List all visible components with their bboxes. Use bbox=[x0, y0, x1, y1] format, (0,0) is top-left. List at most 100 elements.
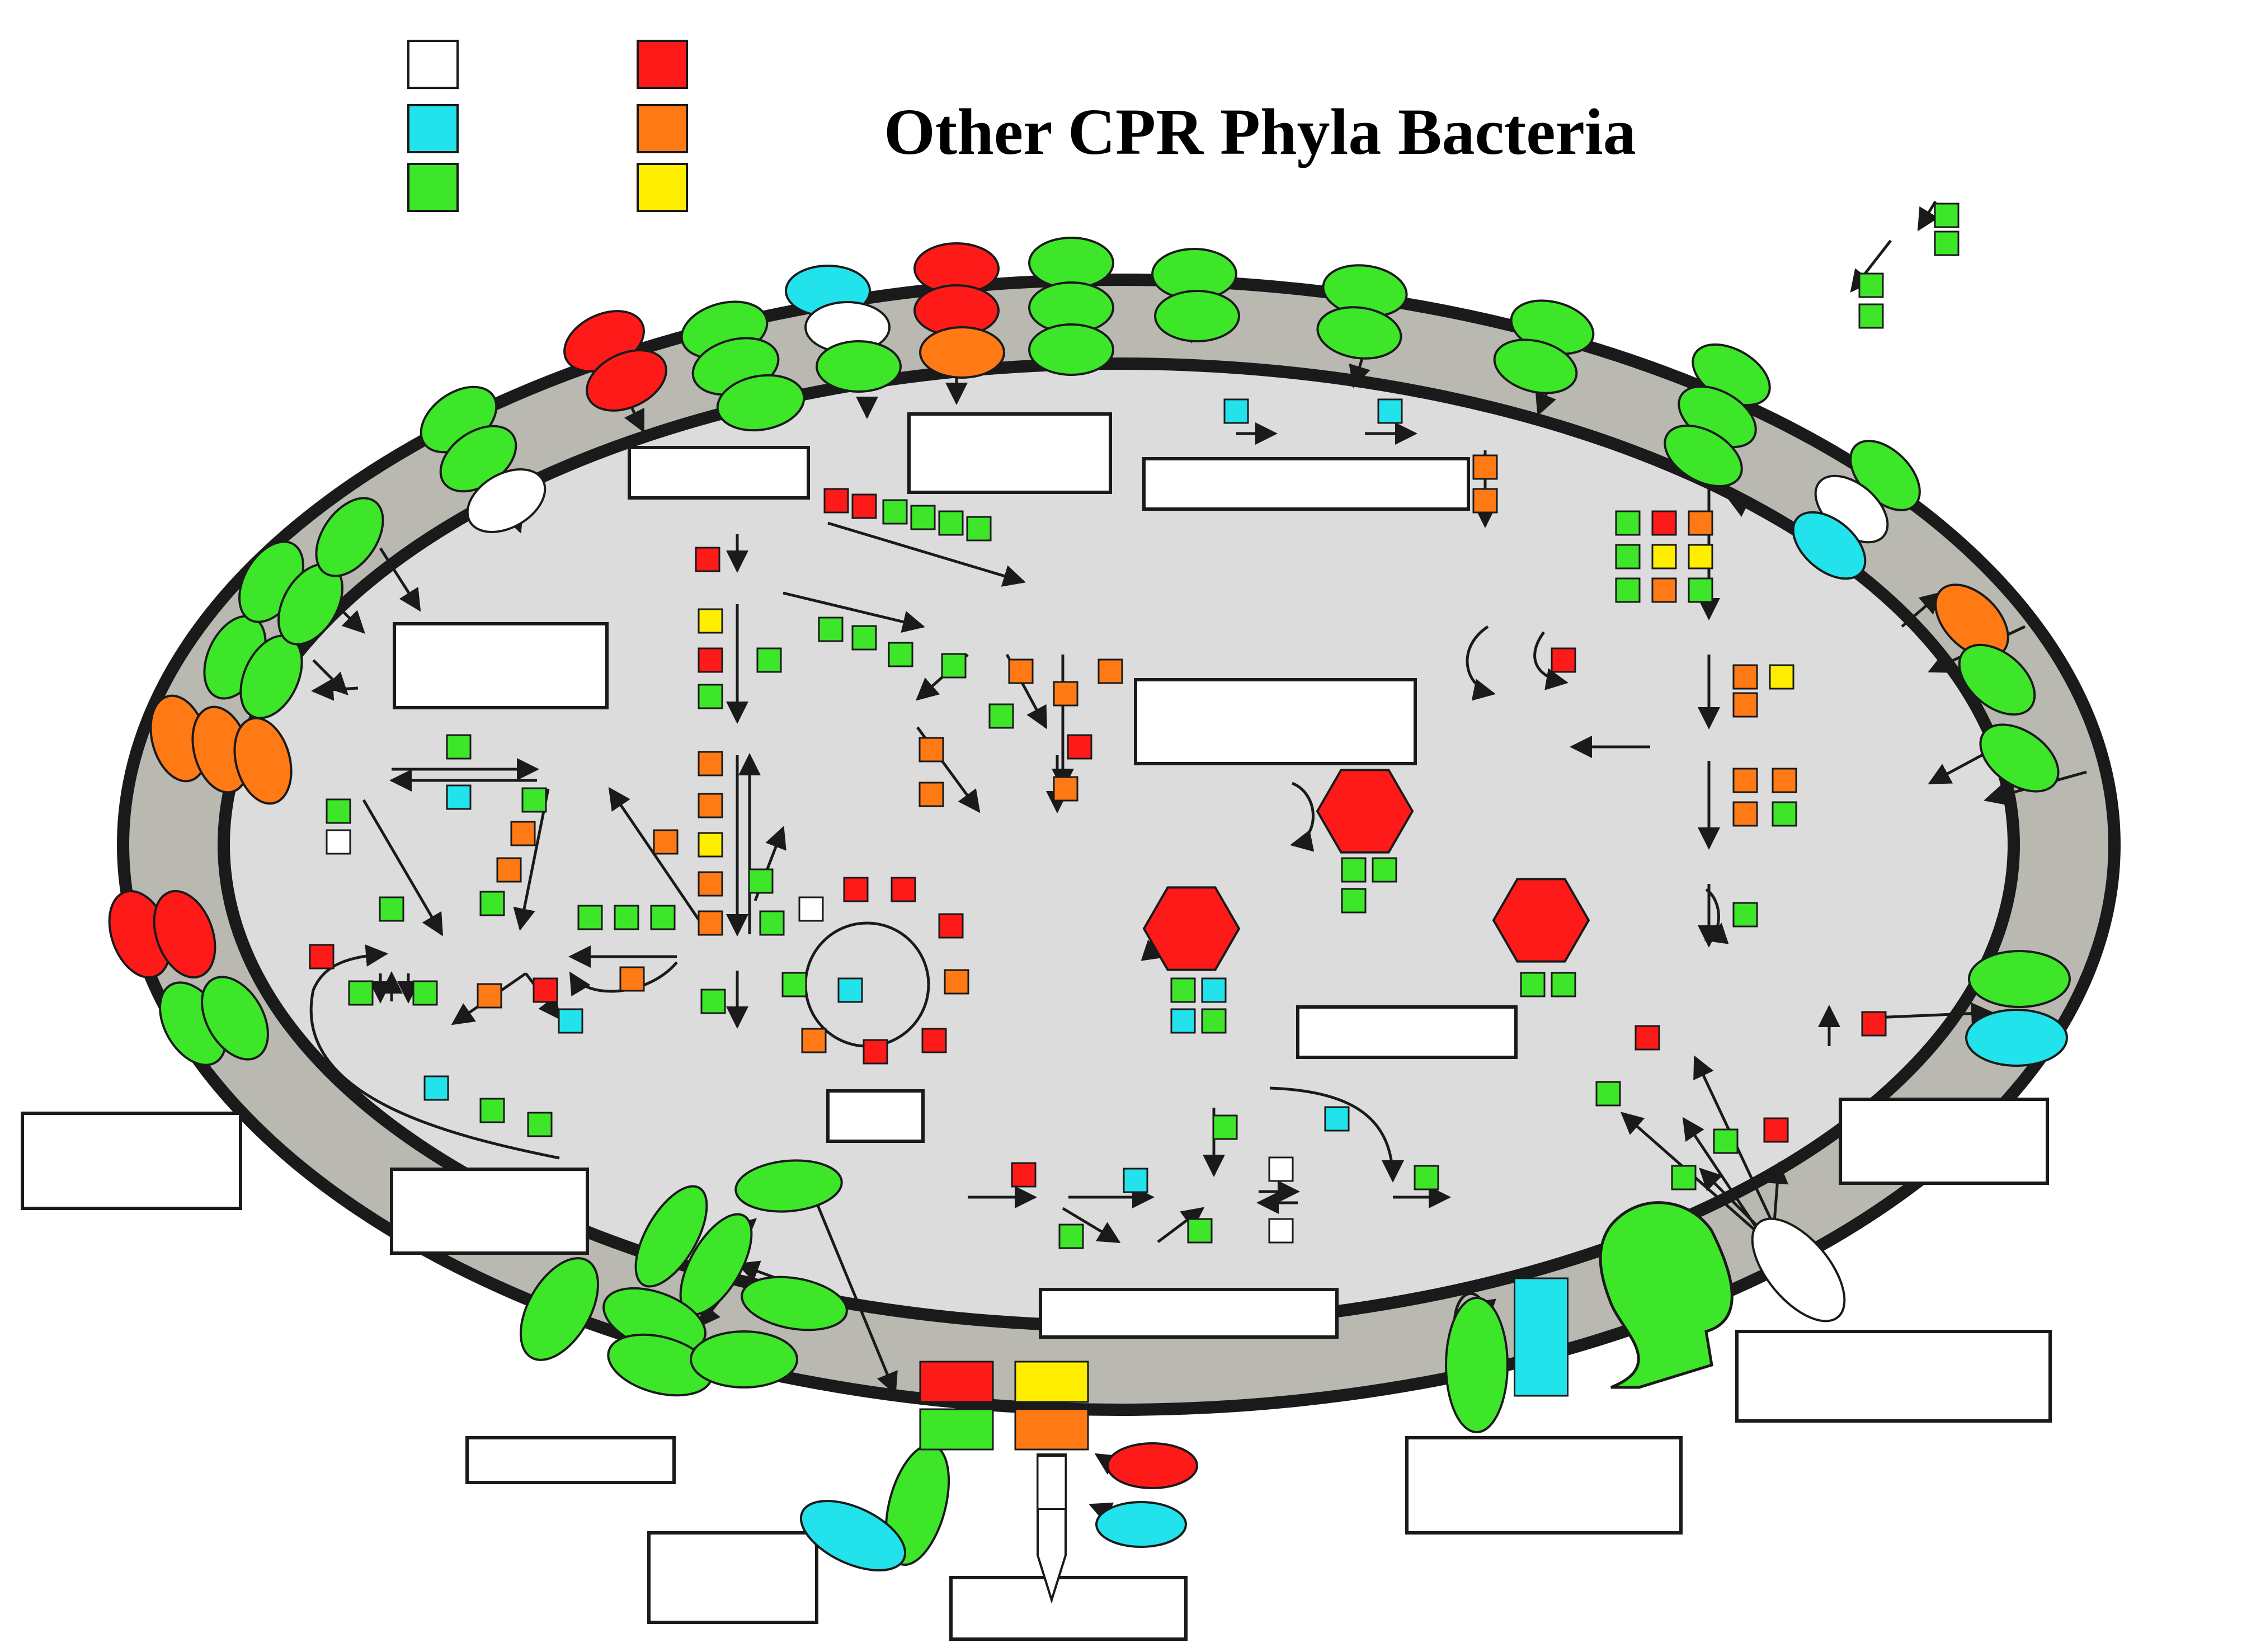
gene-oval-135 bbox=[1028, 237, 1114, 289]
gene-box-201 bbox=[1341, 888, 1367, 914]
gene-box-204 bbox=[851, 493, 877, 519]
gene-box-62 bbox=[1377, 398, 1403, 424]
gene-box-175 bbox=[1688, 577, 1713, 603]
gene-oval-shape bbox=[741, 1276, 848, 1331]
gene-oval-106 bbox=[799, 1500, 907, 1571]
gene-oval-shape bbox=[1965, 1009, 2068, 1067]
legend-swatch bbox=[637, 40, 688, 89]
gene-oval-shape bbox=[1751, 1217, 1846, 1322]
gene-oval-shape bbox=[1445, 1297, 1509, 1433]
gene-box-37 bbox=[944, 969, 969, 995]
pathway-box-trehalose bbox=[907, 412, 1112, 494]
gene-box-73 bbox=[1472, 454, 1498, 480]
gene-box-25 bbox=[851, 625, 877, 651]
gene-box-74 bbox=[1472, 488, 1498, 514]
gene-box-38 bbox=[921, 1028, 947, 1053]
gene-oval-shape bbox=[734, 1159, 843, 1213]
gene-box-53 bbox=[1268, 1218, 1294, 1244]
gene-oval-shape bbox=[519, 1257, 600, 1361]
gene-box-60 bbox=[1414, 1165, 1439, 1190]
gene-box-216 bbox=[479, 1098, 505, 1123]
gene-oval-95 bbox=[519, 1257, 600, 1361]
legend-swatch bbox=[407, 104, 459, 153]
legend-swatch bbox=[407, 163, 459, 212]
gene-oval-shape bbox=[586, 349, 667, 412]
gene-box-3 bbox=[698, 608, 723, 634]
gene-box-179 bbox=[1732, 768, 1758, 793]
gene-box-18 bbox=[348, 980, 374, 1006]
gene-oval-107 bbox=[1751, 1217, 1846, 1322]
gene-box-203 bbox=[823, 488, 849, 514]
gene-box-205 bbox=[882, 499, 908, 525]
gene-box-108 bbox=[1713, 1128, 1739, 1154]
gene-box-31 bbox=[941, 653, 967, 679]
gene-oval-120 bbox=[315, 497, 384, 577]
gene-box-167 bbox=[1858, 272, 1884, 298]
gene-oval-shape bbox=[799, 1500, 907, 1571]
phosphate-response-regulator-shape bbox=[1599, 1201, 1734, 1389]
gene-box-39 bbox=[863, 1039, 888, 1065]
gene-oval-shape bbox=[1154, 290, 1240, 342]
gene-oval-shape bbox=[315, 497, 384, 577]
special-shapes bbox=[1037, 769, 1734, 1604]
gene-oval-134 bbox=[919, 326, 1005, 379]
pathway-box-nitrogen bbox=[1142, 457, 1470, 511]
gene-box-83 bbox=[1551, 647, 1576, 673]
gene-box-88 bbox=[446, 784, 472, 810]
gene-box-158 bbox=[1615, 510, 1641, 536]
gene-box-215 bbox=[527, 1112, 553, 1137]
gene-oval-165 bbox=[1106, 1442, 1198, 1489]
pathway-box-chemotaxis bbox=[465, 1436, 676, 1484]
gene-box-22 bbox=[748, 868, 774, 894]
pathway-box-sulfur bbox=[1039, 1288, 1339, 1339]
gene-box-207 bbox=[938, 510, 964, 536]
gene-box-29 bbox=[1053, 776, 1078, 802]
gene-box-34 bbox=[843, 877, 869, 902]
gene-box-52 bbox=[1123, 1168, 1148, 1193]
gene-box-42 bbox=[837, 977, 863, 1003]
gene-box-21 bbox=[477, 983, 502, 1009]
gene-oval-141 bbox=[1664, 424, 1743, 488]
gene-oval-154 bbox=[201, 976, 269, 1061]
gene-box-48 bbox=[1011, 1162, 1037, 1188]
gene-oval-115 bbox=[233, 717, 293, 805]
gene-box-218 bbox=[309, 944, 335, 969]
gene-box-89 bbox=[521, 787, 547, 813]
gene-oval-202 bbox=[1445, 1297, 1509, 1433]
hydrogenase-hexagon bbox=[1316, 769, 1414, 854]
page-title: Other CPR Phyla Bacteria bbox=[884, 95, 1636, 168]
gene-box-112 bbox=[1595, 1081, 1621, 1107]
gene-box-16 bbox=[577, 905, 603, 930]
gene-oval-98 bbox=[741, 1276, 848, 1331]
gene-box-169 bbox=[1934, 230, 1960, 256]
gene-box-75 bbox=[326, 798, 351, 824]
gene-box-190 bbox=[1201, 977, 1227, 1003]
gene-box-208 bbox=[966, 516, 992, 542]
gene-box-182 bbox=[1772, 801, 1797, 827]
gene-box-50 bbox=[1187, 1218, 1213, 1244]
gene-box-162 bbox=[1014, 1408, 1089, 1451]
gene-ovals bbox=[108, 237, 2071, 1571]
gene-box-12 bbox=[698, 910, 723, 936]
gene-box-90 bbox=[510, 821, 536, 846]
gene-box-159 bbox=[1615, 544, 1641, 570]
gene-oval-shape bbox=[690, 1330, 798, 1389]
gene-box-8 bbox=[698, 751, 723, 776]
gene-oval-131 bbox=[816, 340, 902, 393]
gene-box-160 bbox=[1615, 577, 1641, 603]
gene-oval-137 bbox=[1028, 323, 1114, 376]
gene-box-181 bbox=[1772, 768, 1797, 793]
gene-oval-shape bbox=[919, 326, 1005, 379]
gene-oval-shape bbox=[1028, 237, 1114, 289]
gene-oval-shape bbox=[816, 340, 902, 393]
gene-oval-164 bbox=[1095, 1501, 1187, 1548]
gene-oval-shape bbox=[1095, 1501, 1187, 1548]
gene-oval-shape bbox=[153, 889, 216, 979]
gene-oval-144 bbox=[1792, 511, 1867, 580]
pathway-box-copper bbox=[21, 1112, 242, 1210]
gene-box-24 bbox=[818, 616, 844, 642]
gene-box-214 bbox=[1201, 1008, 1227, 1034]
gene-box-30 bbox=[1067, 734, 1092, 760]
pathway-box-wl bbox=[393, 622, 609, 709]
gene-box-6 bbox=[698, 684, 723, 709]
